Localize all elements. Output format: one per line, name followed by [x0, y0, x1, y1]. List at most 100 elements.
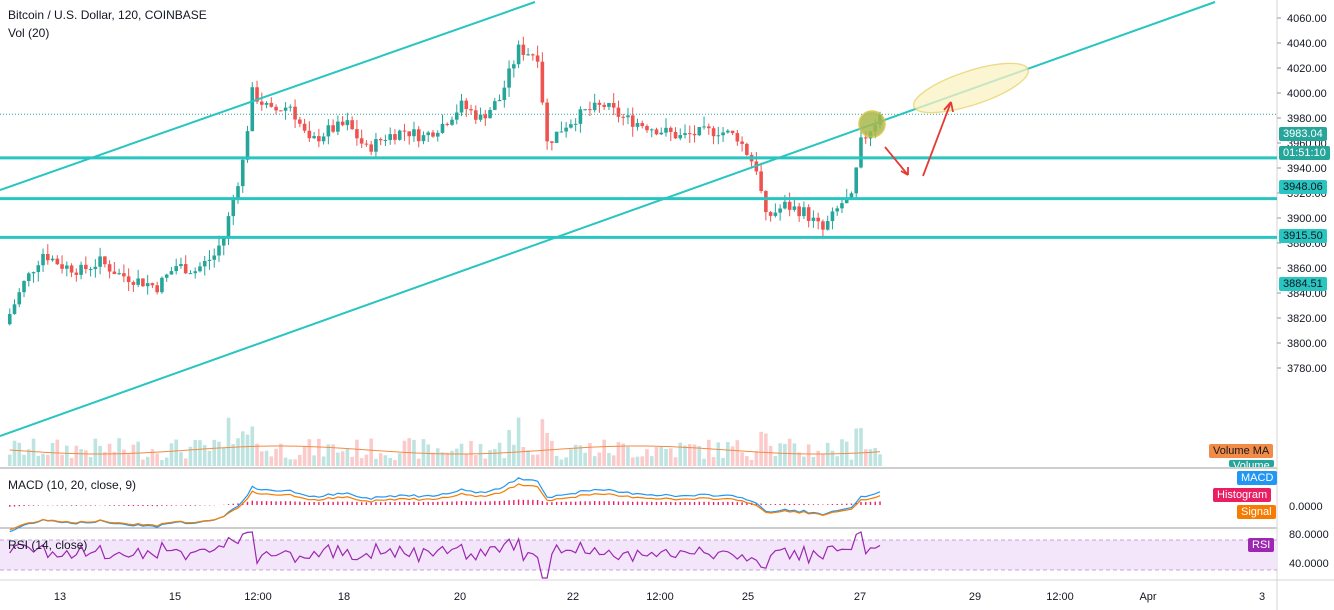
volume-bar: [336, 452, 340, 466]
candle-body: [45, 254, 50, 261]
candle-body: [583, 109, 587, 111]
volume-bar: [545, 432, 549, 466]
candle-body: [811, 217, 816, 221]
volume-bar: [136, 441, 140, 466]
candle-body: [112, 271, 117, 275]
candle-body: [236, 186, 240, 200]
candle-body: [283, 107, 288, 111]
volume-bar: [502, 458, 507, 466]
candle-body: [745, 143, 749, 155]
volume-bar: [483, 458, 488, 466]
volume-bar: [212, 439, 217, 466]
price-tick-label: 3940.00: [1287, 163, 1327, 175]
candle-body: [450, 119, 454, 125]
candle-body: [202, 260, 207, 267]
candle-body: [483, 114, 488, 119]
volume-bar: [640, 456, 645, 466]
candle-body: [493, 101, 497, 110]
volume-bar: [402, 440, 407, 466]
volume-bar: [764, 433, 768, 466]
volume-bar: [183, 458, 188, 466]
candle-body: [521, 44, 526, 55]
price-tick-label: 3860.00: [1287, 263, 1327, 275]
candle-body: [488, 109, 492, 119]
volume-bar: [79, 449, 83, 466]
volume-bar: [307, 439, 312, 466]
candle-body: [160, 277, 164, 293]
candle-body: [374, 139, 378, 152]
price-tick-label: 4020.00: [1287, 63, 1327, 75]
candle-body: [550, 141, 554, 143]
volume-bar: [321, 456, 326, 466]
volume-bar: [236, 438, 240, 466]
candle-body: [122, 273, 126, 277]
volume-bar: [202, 445, 207, 466]
candle-body: [821, 221, 825, 230]
volume-bar: [264, 450, 269, 466]
candle-body: [592, 102, 597, 111]
candle-body: [12, 304, 17, 315]
macd-line: [9, 477, 881, 533]
candle-body: [554, 131, 559, 143]
candle-body: [274, 106, 278, 111]
candle-body: [740, 141, 744, 144]
volume-bar: [345, 448, 350, 466]
candle-body: [649, 129, 654, 131]
candle-body: [369, 144, 373, 152]
candle-body: [131, 282, 136, 285]
volume-bar: [240, 431, 245, 466]
candle-body: [22, 281, 26, 293]
volume-badge: Volume: [1229, 460, 1274, 467]
candle-body: [41, 254, 45, 266]
volume-bar: [435, 448, 440, 466]
arrow-up-shaft: [922, 101, 952, 177]
candle-body: [526, 54, 530, 56]
time-axis-label: 27: [854, 591, 866, 603]
volume-bar: [69, 458, 74, 466]
candle-body: [849, 193, 854, 199]
candle-body: [806, 207, 811, 221]
volume-bar: [150, 449, 155, 466]
volume-bar: [811, 457, 816, 466]
level-label-2: 3915.50: [1279, 229, 1327, 243]
candle-body: [336, 121, 340, 132]
candle-body: [259, 101, 264, 105]
candle-body: [559, 131, 564, 133]
candle-body: [250, 87, 255, 132]
volume-bar: [369, 438, 373, 466]
price-tick-label: 3980.00: [1287, 113, 1327, 125]
candle-body: [830, 211, 835, 222]
volume-bar: [773, 455, 778, 466]
volume-bar: [821, 453, 825, 466]
candle-body: [640, 123, 645, 126]
volume-bar: [735, 440, 740, 466]
candle-body: [221, 237, 226, 246]
candle-body: [84, 264, 88, 270]
volume-bar: [493, 449, 497, 466]
candle-body: [816, 217, 820, 222]
candle-body: [17, 292, 22, 305]
candle-body: [307, 130, 312, 139]
volume-bar: [573, 444, 578, 466]
candle-body: [844, 198, 849, 204]
volume-bar: [692, 444, 697, 466]
volume-bar: [645, 449, 649, 466]
candle-body: [98, 256, 102, 267]
volume-bar: [473, 455, 478, 466]
candle-body: [840, 203, 844, 209]
price-tick-label: 4040.00: [1287, 38, 1327, 50]
volume-bar: [602, 439, 606, 466]
volume-bar: [707, 439, 711, 466]
volume-bar: [364, 454, 369, 466]
volume-bar: [445, 452, 450, 466]
volume-bar: [726, 442, 730, 466]
macd-title: MACD (10, 20, close, 9): [8, 478, 137, 492]
volume-bar: [745, 456, 749, 466]
price-tick-label: 3840.00: [1287, 288, 1327, 300]
volume-bar: [65, 445, 69, 466]
volume-bar: [535, 454, 540, 466]
volume-bar: [255, 443, 259, 466]
volume-bar: [454, 448, 459, 466]
volume-bar: [355, 439, 359, 466]
